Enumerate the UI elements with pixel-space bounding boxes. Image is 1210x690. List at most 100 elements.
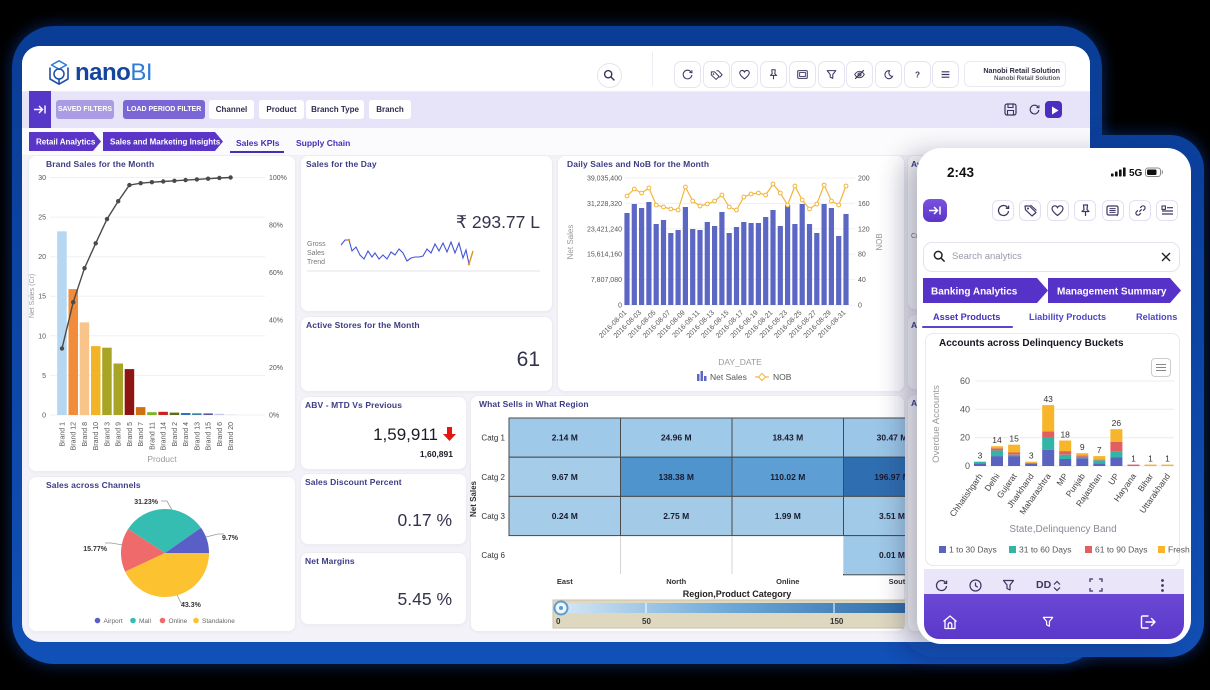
svg-text:Brand 3: Brand 3 bbox=[105, 422, 112, 447]
svg-text:50: 50 bbox=[642, 617, 651, 626]
svg-text:Brand 4: Brand 4 bbox=[183, 422, 190, 447]
svg-text:Fresh E: Fresh E bbox=[1168, 545, 1191, 555]
svg-text:0: 0 bbox=[965, 461, 970, 471]
svg-text:Online: Online bbox=[776, 577, 799, 586]
svg-text:State,Delinquency Band: State,Delinquency Band bbox=[1009, 524, 1116, 535]
svg-text:7,807,080: 7,807,080 bbox=[591, 277, 622, 284]
svg-text:18.43 M: 18.43 M bbox=[772, 433, 803, 443]
svg-text:200: 200 bbox=[858, 176, 870, 183]
svg-text:UP: UP bbox=[1106, 471, 1121, 487]
svg-text:Brand 12: Brand 12 bbox=[71, 422, 78, 451]
svg-text:9: 9 bbox=[1080, 442, 1085, 452]
svg-text:3: 3 bbox=[1029, 451, 1034, 461]
svg-text:25: 25 bbox=[38, 215, 46, 222]
svg-text:120: 120 bbox=[858, 226, 870, 233]
svg-text:10: 10 bbox=[38, 333, 46, 340]
svg-text:0%: 0% bbox=[269, 413, 279, 420]
svg-text:Overdue Accounts: Overdue Accounts bbox=[931, 385, 942, 463]
svg-text:150: 150 bbox=[830, 617, 844, 626]
svg-text:40: 40 bbox=[960, 404, 970, 414]
svg-text:Catg 6: Catg 6 bbox=[481, 551, 505, 560]
svg-text:Brand 9: Brand 9 bbox=[116, 422, 123, 447]
svg-text:14: 14 bbox=[992, 435, 1002, 445]
svg-text:?: ? bbox=[915, 71, 920, 80]
svg-text:80: 80 bbox=[858, 252, 866, 259]
svg-text:Catg 1: Catg 1 bbox=[481, 434, 505, 443]
svg-text:9.7%: 9.7% bbox=[222, 535, 239, 542]
svg-text:20: 20 bbox=[960, 433, 970, 443]
svg-text:0: 0 bbox=[618, 303, 622, 310]
svg-text:20%: 20% bbox=[269, 365, 283, 372]
svg-text:24.96 M: 24.96 M bbox=[661, 433, 692, 443]
svg-text:Brand 15: Brand 15 bbox=[206, 422, 213, 451]
svg-text:9.67 M: 9.67 M bbox=[552, 472, 578, 482]
svg-text:Brand 7: Brand 7 bbox=[138, 422, 145, 447]
svg-text:Region,Product Category: Region,Product Category bbox=[683, 589, 792, 599]
svg-text:Net Sales (Cr): Net Sales (Cr) bbox=[29, 274, 36, 318]
svg-text:40%: 40% bbox=[269, 318, 283, 325]
svg-text:Online: Online bbox=[169, 618, 188, 625]
svg-text:110.02 M: 110.02 M bbox=[770, 472, 805, 482]
svg-text:Catg 2: Catg 2 bbox=[481, 473, 505, 482]
svg-text:26: 26 bbox=[1112, 418, 1122, 428]
svg-text:15,614,160: 15,614,160 bbox=[587, 252, 622, 259]
svg-text:Management Summary: Management Summary bbox=[1057, 287, 1167, 298]
svg-text:0.24 M: 0.24 M bbox=[552, 511, 578, 521]
svg-text:Brand 2: Brand 2 bbox=[172, 422, 179, 447]
svg-text:23,421,240: 23,421,240 bbox=[587, 226, 622, 233]
svg-text:Airport: Airport bbox=[104, 618, 123, 625]
svg-text:0.01 M: 0.01 M bbox=[879, 550, 905, 560]
svg-text:5: 5 bbox=[42, 373, 46, 380]
svg-text:15.77%: 15.77% bbox=[83, 546, 108, 553]
svg-text:7: 7 bbox=[1097, 445, 1102, 455]
svg-text:Brand 20: Brand 20 bbox=[228, 422, 235, 451]
svg-text:Brand 11: Brand 11 bbox=[149, 422, 156, 450]
svg-text:39,035,400: 39,035,400 bbox=[587, 176, 622, 183]
svg-text:1: 1 bbox=[1131, 454, 1136, 464]
svg-text:Net Sales: Net Sales bbox=[710, 372, 747, 382]
svg-text:Brand 14: Brand 14 bbox=[161, 422, 168, 451]
svg-text:Standalone: Standalone bbox=[202, 618, 235, 625]
svg-text:138.38 M: 138.38 M bbox=[658, 472, 693, 482]
svg-text:31.23%: 31.23% bbox=[134, 499, 159, 506]
svg-text:60: 60 bbox=[960, 376, 970, 386]
svg-text:1: 1 bbox=[1148, 454, 1153, 464]
svg-text:2.75 M: 2.75 M bbox=[663, 511, 689, 521]
svg-text:15: 15 bbox=[1009, 434, 1019, 444]
svg-text:Product: Product bbox=[147, 454, 177, 464]
svg-text:MP: MP bbox=[1054, 471, 1070, 487]
svg-text:South: South bbox=[889, 577, 905, 586]
svg-text:30: 30 bbox=[38, 175, 46, 182]
svg-text:DAY_DATE: DAY_DATE bbox=[718, 357, 762, 367]
svg-text:31,228,320: 31,228,320 bbox=[587, 201, 622, 208]
svg-text:Sales and Marketing Insights: Sales and Marketing Insights bbox=[110, 138, 221, 147]
svg-text:20: 20 bbox=[38, 254, 46, 261]
svg-text:18: 18 bbox=[1060, 430, 1070, 440]
svg-text:196.97 M: 196.97 M bbox=[874, 472, 905, 482]
svg-text:100%: 100% bbox=[269, 175, 287, 182]
svg-text:Brand 10: Brand 10 bbox=[93, 422, 100, 451]
svg-text:0: 0 bbox=[858, 303, 862, 310]
svg-text:31 to 60 Days: 31 to 60 Days bbox=[1019, 545, 1071, 555]
svg-text:2.14 M: 2.14 M bbox=[552, 433, 578, 443]
svg-text:East: East bbox=[557, 577, 573, 586]
svg-text:Chhatishgarh: Chhatishgarh bbox=[947, 471, 984, 518]
svg-text:43.3%: 43.3% bbox=[181, 602, 202, 609]
svg-text:1: 1 bbox=[1165, 454, 1170, 464]
svg-text:Retail Analytics: Retail Analytics bbox=[36, 138, 96, 147]
svg-text:NOB: NOB bbox=[875, 233, 884, 250]
svg-text:1 to 30 Days: 1 to 30 Days bbox=[949, 545, 997, 555]
svg-text:North: North bbox=[666, 577, 686, 586]
svg-text:0: 0 bbox=[556, 617, 561, 626]
svg-text:0: 0 bbox=[42, 413, 46, 420]
svg-text:Mall: Mall bbox=[139, 618, 151, 625]
svg-text:5G: 5G bbox=[1129, 168, 1143, 179]
svg-text:15: 15 bbox=[38, 294, 46, 301]
svg-text:Banking Analytics: Banking Analytics bbox=[931, 287, 1018, 298]
svg-text:3.51 M: 3.51 M bbox=[879, 511, 905, 521]
svg-text:Catg 3: Catg 3 bbox=[481, 512, 505, 521]
svg-text:1.99 M: 1.99 M bbox=[775, 511, 801, 521]
svg-text:80%: 80% bbox=[269, 223, 283, 230]
svg-text:Brand 6: Brand 6 bbox=[217, 422, 224, 447]
svg-text:Brand 5: Brand 5 bbox=[127, 422, 134, 447]
